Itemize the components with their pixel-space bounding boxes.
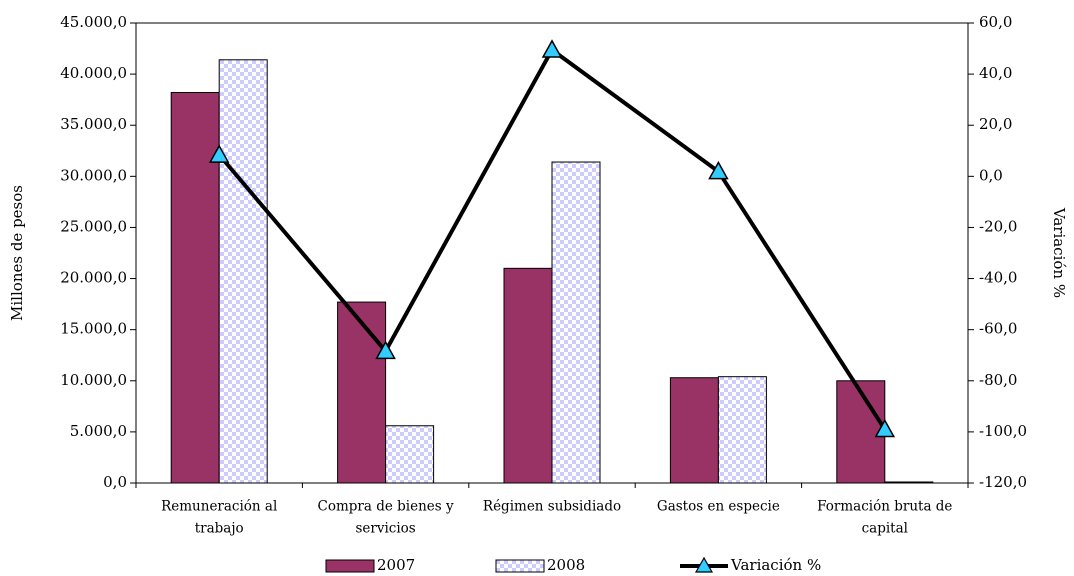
y-tick-label: 45.000,0 <box>60 13 127 31</box>
category-label: Régimen subsidiado <box>483 499 621 515</box>
y2-tick-label: -60,0 <box>979 320 1017 338</box>
category-label: servicios <box>355 521 415 537</box>
y-tick-label: 30.000,0 <box>60 166 127 184</box>
bar-2007 <box>503 267 553 484</box>
y-tick-label: 35.000,0 <box>60 115 127 133</box>
category-label: Compra de bienes y <box>318 499 454 515</box>
y2-tick-label: 20,0 <box>979 115 1012 133</box>
y2-tick-label: -100,0 <box>979 422 1027 440</box>
y-tick-label: 10.000,0 <box>60 371 127 389</box>
y2-axis-title: Variación % <box>1050 207 1068 298</box>
legend-swatch-2007 <box>325 559 375 573</box>
y-tick-label: 20.000,0 <box>60 269 127 287</box>
bar-2008 <box>218 59 268 484</box>
bar-2007 <box>836 380 886 484</box>
y2-tick-label: 40,0 <box>979 64 1012 82</box>
y-tick-label: 25.000,0 <box>60 217 127 235</box>
y2-tick-label: -20,0 <box>979 217 1017 235</box>
y-tick-label: 15.000,0 <box>60 320 127 338</box>
legend-label-variacion: Variación % <box>730 556 821 574</box>
y-axis-title: Millones de pesos <box>8 185 26 321</box>
y-tick-label: 0,0 <box>103 473 127 491</box>
category-label: capital <box>862 521 908 537</box>
y2-tick-label: -80,0 <box>979 371 1017 389</box>
legend-marker-variacion <box>694 556 714 573</box>
legend-swatch-2008 <box>495 559 545 573</box>
variacion-marker <box>208 144 230 163</box>
legend-label-2007: 2007 <box>377 556 415 574</box>
variacion-marker <box>708 160 729 180</box>
plot-area: 0,0 5.000,0 10.000,0 15.000,0 20.000,0 25.000… <box>8 13 1068 574</box>
y2-tick-label: 0,0 <box>979 166 1003 184</box>
category-label: Gastos en especie <box>657 499 780 515</box>
bar-2008 <box>884 481 934 484</box>
legend-label-2008: 2008 <box>547 556 585 574</box>
bar-2007 <box>669 377 719 484</box>
bar-2007 <box>337 301 387 484</box>
y2-tick-label: 60,0 <box>979 13 1012 31</box>
bar-2008 <box>385 425 435 484</box>
variacion-marker <box>541 39 563 58</box>
variacion-marker <box>375 340 396 360</box>
y2-tick-label: -120,0 <box>979 473 1027 491</box>
category-label: trabajo <box>195 521 244 537</box>
y-tick-label: 40.000,0 <box>60 64 127 82</box>
bar-2008 <box>717 376 767 484</box>
bar-2008 <box>551 161 601 484</box>
category-label: Remuneración al <box>161 499 277 515</box>
y2-tick-label: -40,0 <box>979 269 1017 287</box>
category-label: Formación bruta de <box>817 499 952 515</box>
y-tick-label: 5.000,0 <box>70 422 127 440</box>
variacion-marker <box>874 418 896 438</box>
bar-2007 <box>170 92 220 484</box>
